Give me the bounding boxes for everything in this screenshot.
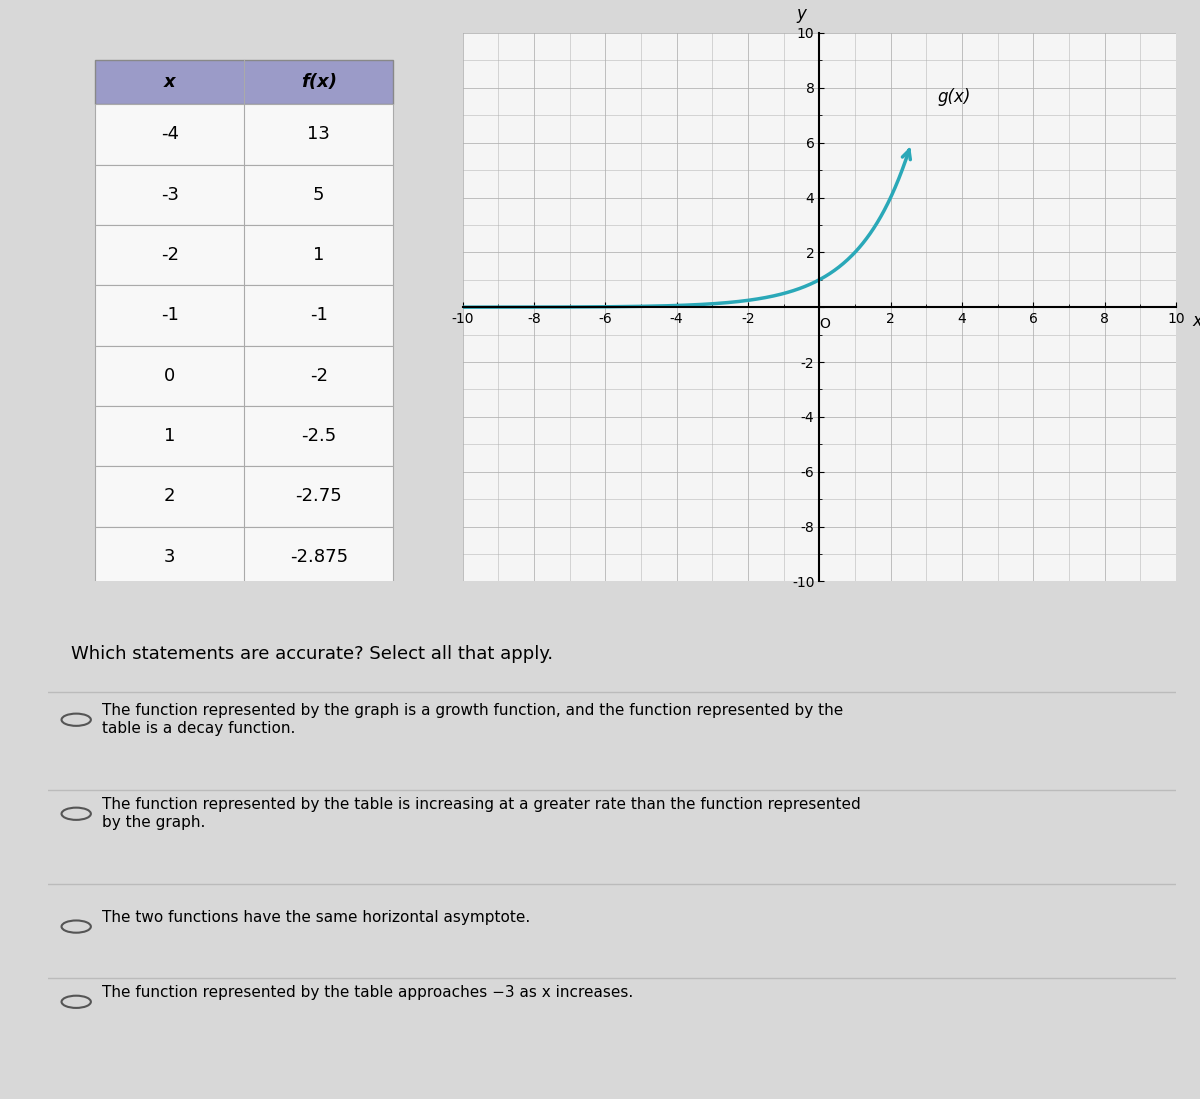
FancyBboxPatch shape [95,406,394,466]
Text: The function represented by the table approaches −3 as x increases.: The function represented by the table ap… [102,986,634,1000]
FancyBboxPatch shape [95,60,394,104]
Text: 5: 5 [313,186,324,203]
Text: -3: -3 [161,186,179,203]
FancyBboxPatch shape [95,104,394,165]
Text: 2: 2 [164,488,175,506]
Text: 1: 1 [313,246,324,264]
Text: -2: -2 [310,367,328,385]
FancyBboxPatch shape [95,165,394,225]
Text: Which statements are accurate? Select all that apply.: Which statements are accurate? Select al… [71,644,553,663]
Text: O: O [820,317,830,331]
Text: -2.5: -2.5 [301,428,336,445]
FancyBboxPatch shape [95,345,394,406]
Text: y: y [797,4,806,23]
FancyBboxPatch shape [95,286,394,345]
Text: g(x): g(x) [937,88,971,106]
Text: 0: 0 [164,367,175,385]
Text: x: x [164,74,175,91]
Text: -4: -4 [161,125,179,144]
Text: 1: 1 [164,428,175,445]
Text: -2: -2 [161,246,179,264]
Text: The two functions have the same horizontal asymptote.: The two functions have the same horizont… [102,910,530,925]
FancyBboxPatch shape [95,526,394,587]
Text: f(x): f(x) [301,74,337,91]
Text: The function represented by the graph is a growth function, and the function rep: The function represented by the graph is… [102,703,844,735]
Text: -1: -1 [310,307,328,324]
Text: x: x [1193,312,1200,330]
Text: -1: -1 [161,307,179,324]
Text: -2.75: -2.75 [295,488,342,506]
Text: 3: 3 [164,547,175,566]
Text: -2.875: -2.875 [289,547,348,566]
FancyBboxPatch shape [95,466,394,526]
Text: 13: 13 [307,125,330,144]
Text: The function represented by the table is increasing at a greater rate than the f: The function represented by the table is… [102,797,860,830]
FancyBboxPatch shape [95,225,394,286]
